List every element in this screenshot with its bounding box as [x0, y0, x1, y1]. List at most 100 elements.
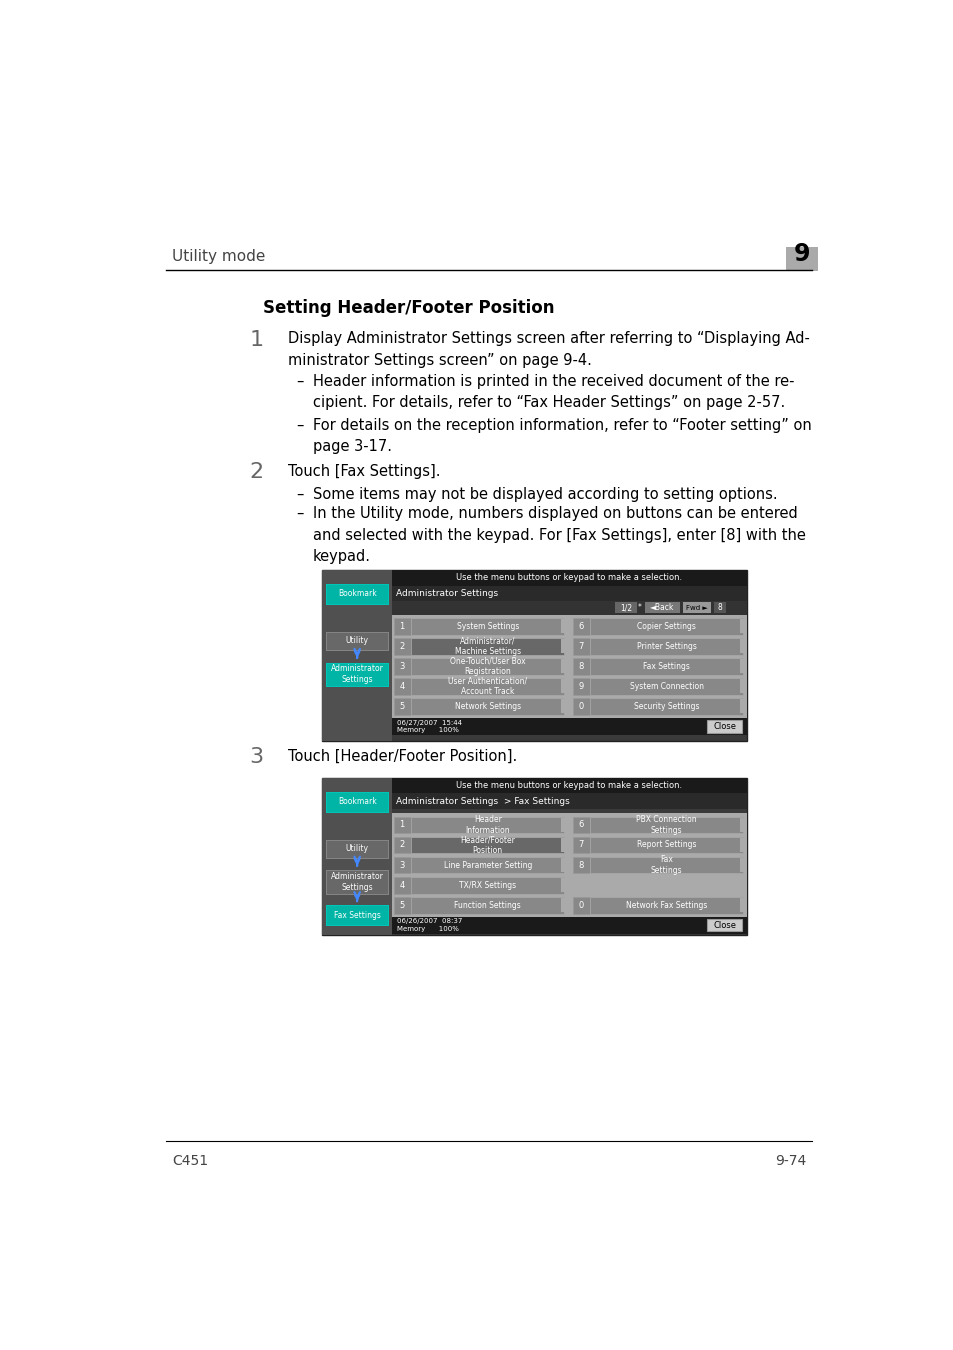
Text: Close: Close: [712, 722, 736, 730]
Text: TX/RX Settings: TX/RX Settings: [458, 880, 516, 890]
Bar: [740, 859, 743, 872]
Text: Printer Settings: Printer Settings: [637, 641, 696, 651]
Text: 1/2: 1/2: [619, 603, 632, 613]
Text: 2: 2: [399, 841, 404, 849]
Text: –: –: [295, 506, 303, 521]
Bar: [560, 679, 564, 694]
Text: Administrator
Settings: Administrator Settings: [331, 664, 383, 683]
Bar: [706, 721, 741, 733]
Text: Fax Settings: Fax Settings: [642, 662, 690, 671]
Bar: [411, 637, 563, 655]
Text: Utility: Utility: [345, 844, 368, 853]
Text: 0: 0: [578, 900, 583, 910]
Bar: [682, 602, 710, 613]
Bar: [572, 618, 589, 634]
Text: Report Settings: Report Settings: [637, 841, 696, 849]
Bar: [411, 876, 563, 894]
Bar: [411, 837, 563, 853]
Text: Header/Footer
Position: Header/Footer Position: [460, 836, 515, 855]
Text: 9: 9: [793, 242, 809, 266]
Text: 5: 5: [399, 900, 404, 910]
Text: Network Settings: Network Settings: [455, 702, 520, 711]
Bar: [572, 637, 589, 655]
Bar: [326, 871, 388, 894]
Bar: [326, 663, 388, 686]
Text: 2: 2: [399, 641, 404, 651]
Text: Touch [Fax Settings].: Touch [Fax Settings].: [288, 464, 440, 479]
Text: –: –: [295, 487, 303, 502]
Text: 0: 0: [578, 702, 583, 711]
Bar: [740, 838, 743, 852]
Text: *: *: [638, 603, 641, 613]
Bar: [572, 657, 589, 675]
Bar: [560, 699, 564, 713]
Bar: [740, 659, 743, 674]
Bar: [560, 838, 564, 852]
Bar: [572, 856, 589, 873]
Bar: [713, 602, 725, 613]
Text: 6: 6: [578, 821, 583, 829]
Text: One-Touch/User Box
Registration: One-Touch/User Box Registration: [450, 656, 525, 676]
Text: Administrator
Settings: Administrator Settings: [331, 664, 383, 683]
Bar: [326, 840, 388, 859]
Bar: [322, 570, 746, 741]
Bar: [572, 698, 589, 716]
Bar: [706, 919, 741, 931]
Bar: [740, 620, 743, 633]
Text: Administrator/
Machine Settings: Administrator/ Machine Settings: [455, 637, 520, 656]
Text: Fax Settings: Fax Settings: [334, 910, 380, 919]
Text: Fax
Settings: Fax Settings: [650, 856, 682, 875]
Bar: [322, 778, 392, 936]
Bar: [326, 585, 388, 603]
Text: Utility: Utility: [345, 636, 368, 645]
Bar: [590, 698, 742, 716]
Bar: [590, 837, 742, 853]
Text: 2: 2: [249, 462, 263, 482]
Bar: [392, 570, 746, 586]
Bar: [322, 778, 392, 936]
Bar: [590, 637, 742, 655]
Text: 6: 6: [578, 622, 583, 630]
Text: Utility: Utility: [345, 636, 368, 645]
Bar: [392, 814, 746, 917]
Text: System Connection: System Connection: [629, 682, 703, 691]
Bar: [572, 896, 589, 914]
Bar: [326, 904, 388, 925]
Text: Network Fax Settings: Network Fax Settings: [625, 900, 707, 910]
Bar: [740, 679, 743, 694]
Bar: [394, 618, 410, 634]
Bar: [326, 663, 388, 686]
Bar: [560, 620, 564, 633]
Bar: [394, 817, 410, 833]
Bar: [740, 898, 743, 913]
Text: –: –: [295, 374, 303, 389]
Bar: [326, 585, 388, 603]
Bar: [590, 678, 742, 695]
Text: Administrator
Settings: Administrator Settings: [331, 872, 383, 891]
Bar: [785, 247, 818, 271]
Bar: [560, 898, 564, 913]
Bar: [394, 637, 410, 655]
Bar: [740, 818, 743, 832]
Text: PBX Connection
Settings: PBX Connection Settings: [636, 815, 697, 834]
Text: Close: Close: [712, 921, 736, 930]
Bar: [590, 817, 742, 833]
Text: 3: 3: [399, 662, 404, 671]
Text: Fax Settings: Fax Settings: [334, 910, 380, 919]
Bar: [326, 632, 388, 651]
Bar: [740, 640, 743, 653]
Text: Bookmark: Bookmark: [337, 798, 376, 806]
Text: 9-74: 9-74: [774, 1154, 805, 1168]
Text: In the Utility mode, numbers displayed on buttons can be entered
and selected wi: In the Utility mode, numbers displayed o…: [313, 506, 805, 564]
Text: Bookmark: Bookmark: [337, 590, 376, 598]
Bar: [326, 792, 388, 811]
Text: 1: 1: [399, 622, 404, 630]
Text: 9: 9: [578, 682, 583, 691]
Text: 8: 8: [578, 860, 583, 869]
Bar: [590, 618, 742, 634]
Text: Use the menu buttons or keypad to make a selection.: Use the menu buttons or keypad to make a…: [456, 782, 682, 790]
Bar: [590, 856, 742, 873]
Bar: [560, 659, 564, 674]
Text: ◄Back: ◄Back: [650, 603, 674, 613]
Bar: [560, 878, 564, 892]
